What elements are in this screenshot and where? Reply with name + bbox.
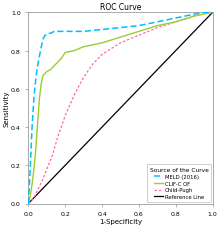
Title: ROC Curve: ROC Curve xyxy=(100,3,141,12)
Y-axis label: Sensitivity: Sensitivity xyxy=(4,90,10,127)
Legend: MELD (2016), CLIF-C OF, Child-Pugh, Reference Line: MELD (2016), CLIF-C OF, Child-Pugh, Refe… xyxy=(147,165,211,202)
X-axis label: 1-Specificity: 1-Specificity xyxy=(99,217,142,224)
